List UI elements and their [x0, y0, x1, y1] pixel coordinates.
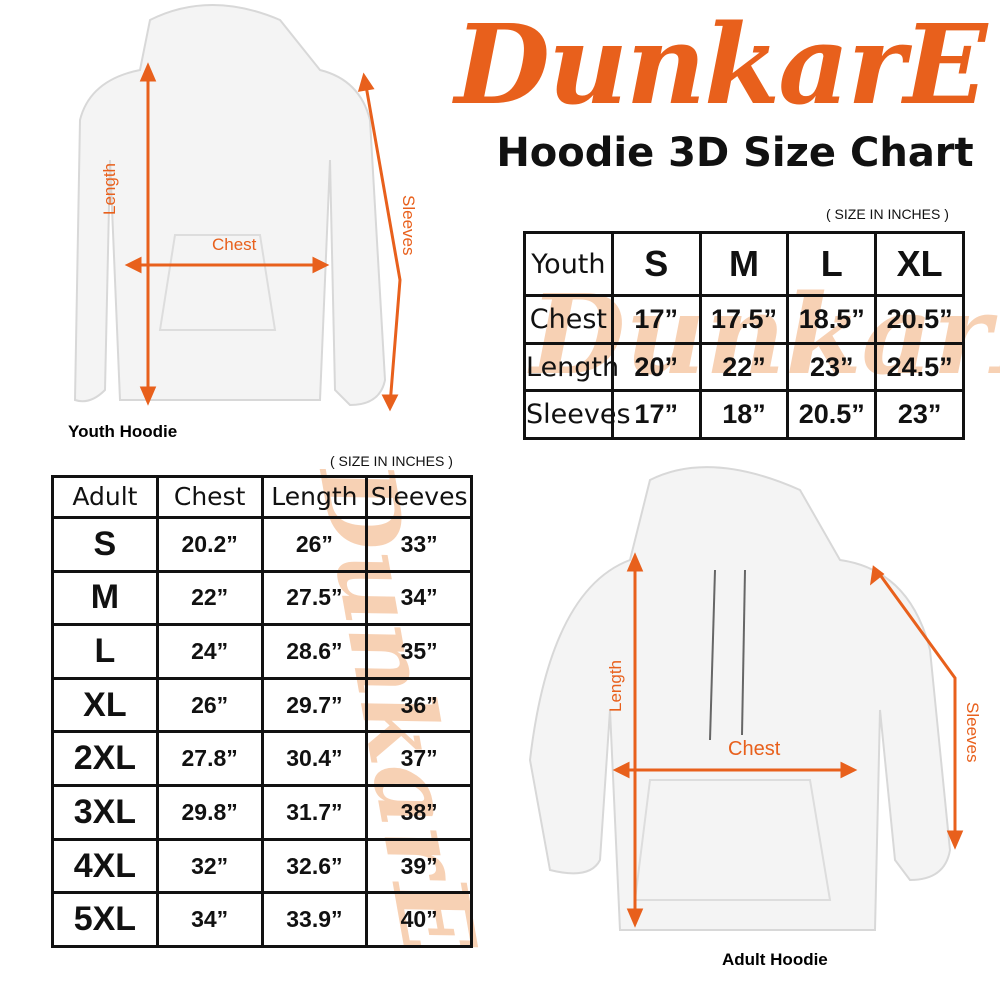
column-header: Chest [155, 475, 264, 519]
table-cell: 33” [365, 515, 473, 573]
adult-units-note: ( SIZE IN INCHES ) [330, 453, 453, 469]
table-cell: 26” [260, 515, 369, 573]
table-cell: 20.5” [874, 294, 965, 345]
table-cell: 38” [365, 784, 473, 841]
table-cell: 26” [155, 676, 264, 734]
column-header: Adult [51, 475, 159, 519]
column-header: M [698, 230, 790, 298]
column-header: S [610, 230, 702, 298]
adult-sleeves-label: Sleeves [963, 702, 982, 763]
table-cell: 22” [155, 569, 264, 627]
table-header-row: Adult Chest Length Sleeves [51, 475, 473, 519]
row-label: XL [51, 676, 159, 734]
table-row: M 22” 27.5” 34” [51, 569, 473, 627]
youth-length-label: Length [100, 163, 119, 215]
table-cell: 24.5” [874, 341, 965, 393]
table-cell: 20” [610, 341, 702, 393]
table-row: 3XL 29.8” 31.7” 38” [51, 784, 473, 841]
column-header: Sleeves [365, 475, 473, 519]
table-cell: 28.6” [260, 623, 369, 680]
table-row: Sleeves 17” 18” 20.5” 23” [523, 389, 965, 440]
row-label: L [51, 623, 159, 680]
table-cell: 23” [786, 341, 878, 393]
table-cell: 17” [610, 389, 702, 440]
table-row: 2XL 27.8” 30.4” 37” [51, 730, 473, 788]
table-cell: 37” [365, 730, 473, 788]
table-cell: 27.8” [155, 730, 264, 788]
table-cell: 20.5” [786, 389, 878, 440]
row-label: S [51, 515, 159, 573]
table-cell: 34” [365, 569, 473, 627]
adult-length-label: Length [606, 660, 625, 712]
table-cell: 34” [155, 891, 264, 948]
table-cell: 32” [155, 837, 264, 895]
table-cell: 27.5” [260, 569, 369, 627]
table-row: S 20.2” 26” 33” [51, 515, 473, 573]
table-header-row: Youth S M L XL [523, 230, 965, 298]
youth-hoodie-image [73, 4, 402, 412]
column-header: Length [260, 475, 369, 519]
table-row: 4XL 32” 32.6” 39” [51, 837, 473, 895]
table-cell: 18” [698, 389, 790, 440]
table-cell: 29.7” [260, 676, 369, 734]
adult-caption: Adult Hoodie [722, 950, 828, 969]
table-row: XL 26” 29.7” 36” [51, 676, 473, 734]
table-row: Chest 17” 17.5” 18.5” 20.5” [523, 294, 965, 345]
row-label: 4XL [51, 837, 159, 895]
column-header: L [786, 230, 878, 298]
brand-logo: DunkarE [454, 0, 988, 129]
table-cell: 17” [610, 294, 702, 345]
youth-size-table: Youth S M L XL Chest 17” 17.5” 18.5” 20.5” Length 2… [523, 230, 965, 440]
table-cell: 33.9” [260, 891, 369, 948]
adult-hoodie-image [528, 466, 964, 931]
table-cell: 17.5” [698, 294, 790, 345]
table-cell: 18.5” [786, 294, 878, 345]
adult-size-table: Adult Chest Length Sleeves S 20.2” 26” 33” M 22” 2… [51, 475, 473, 948]
table-cell: 31.7” [260, 784, 369, 841]
table-cell: 39” [365, 837, 473, 895]
column-header: Youth [523, 230, 614, 298]
table-cell: 24” [155, 623, 264, 680]
adult-chest-label: Chest [728, 738, 781, 760]
table-cell: 29.8” [155, 784, 264, 841]
table-cell: 36” [365, 676, 473, 734]
row-label: Length [523, 341, 619, 393]
row-label: 3XL [51, 784, 159, 841]
table-cell: 23” [874, 389, 965, 440]
youth-units-note: ( SIZE IN INCHES ) [826, 206, 949, 222]
table-row: Length 20” 22” 23” 24.5” [523, 341, 965, 393]
column-header: XL [874, 230, 965, 298]
youth-chest-label: Chest [212, 235, 257, 254]
table-cell: 30.4” [260, 730, 369, 788]
row-label: 2XL [51, 730, 159, 788]
row-label: M [51, 569, 159, 627]
table-row: L 24” 28.6” 35” [51, 623, 473, 680]
table-cell: 20.2” [155, 515, 264, 573]
page-title: Hoodie 3D Size Chart [496, 130, 974, 176]
youth-caption: Youth Hoodie [68, 422, 178, 441]
table-cell: 22” [698, 341, 790, 393]
table-cell: 35” [365, 623, 473, 680]
youth-sleeves-label: Sleeves [399, 195, 418, 256]
row-label: Sleeves [523, 389, 631, 440]
table-cell: 40” [365, 891, 473, 948]
row-label: Chest [523, 294, 614, 345]
table-cell: 32.6” [260, 837, 369, 895]
row-label: 5XL [51, 891, 159, 948]
table-row: 5XL 34” 33.9” 40” [51, 891, 473, 948]
